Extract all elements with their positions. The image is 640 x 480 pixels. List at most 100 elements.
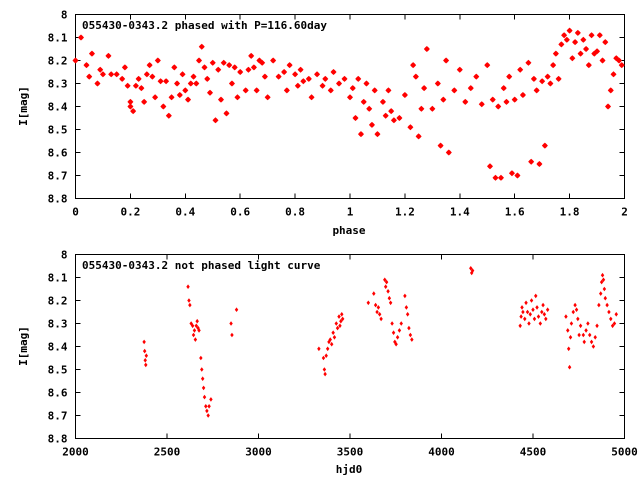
plot-frame xyxy=(75,14,625,199)
data-point xyxy=(355,75,362,82)
data-point xyxy=(142,339,146,345)
data-point xyxy=(519,314,523,319)
data-point xyxy=(132,82,139,89)
data-point xyxy=(524,300,528,306)
data-point xyxy=(108,71,115,78)
y-tick-label: 8.7 xyxy=(48,170,68,183)
y-tick-label: 8.4 xyxy=(48,101,68,114)
data-point xyxy=(456,66,463,73)
data-point xyxy=(492,174,499,181)
data-point xyxy=(395,335,400,340)
data-point xyxy=(327,339,331,345)
data-point xyxy=(377,312,382,317)
data-point xyxy=(248,52,255,59)
data-point xyxy=(536,161,543,167)
data-point xyxy=(176,92,183,98)
data-point xyxy=(199,355,203,361)
data-point xyxy=(130,108,137,115)
chart-title: 055430-0343.2 not phased light curve xyxy=(82,259,321,272)
data-point xyxy=(121,64,128,71)
data-point xyxy=(598,291,603,296)
data-point xyxy=(573,302,577,308)
data-point xyxy=(410,62,417,69)
x-tick-label: 0.6 xyxy=(230,206,250,219)
data-point xyxy=(547,80,554,87)
data-point xyxy=(270,57,277,64)
data-point xyxy=(586,321,590,326)
data-point xyxy=(338,323,342,329)
data-point xyxy=(324,353,328,358)
data-point xyxy=(83,62,90,69)
data-point xyxy=(588,32,595,39)
data-point xyxy=(330,69,337,75)
data-point xyxy=(261,73,268,80)
data-point xyxy=(470,268,475,273)
data-point xyxy=(568,335,573,340)
x-tick-label: 0.4 xyxy=(175,206,195,219)
data-point xyxy=(328,337,332,342)
data-point xyxy=(250,64,257,71)
y-axis-label: I[mag] xyxy=(17,326,30,366)
data-point xyxy=(376,305,381,310)
data-point xyxy=(390,321,394,326)
data-point xyxy=(259,59,266,66)
data-point xyxy=(154,57,161,64)
data-point xyxy=(605,302,609,308)
data-point xyxy=(193,80,200,87)
x-tick-label: 0.2 xyxy=(120,206,140,219)
data-point xyxy=(127,103,134,110)
data-point xyxy=(194,323,199,329)
data-point xyxy=(518,323,522,329)
data-point xyxy=(383,277,387,283)
data-point xyxy=(223,110,230,117)
data-point xyxy=(530,75,537,82)
data-point xyxy=(578,323,583,329)
data-point xyxy=(517,66,524,73)
data-point xyxy=(185,96,192,103)
x-tick-label: 0.8 xyxy=(285,206,305,219)
x-tick-label: 5000 xyxy=(611,446,638,459)
y-tick-label: 8.6 xyxy=(48,387,68,400)
data-point xyxy=(539,78,546,85)
plot-frame xyxy=(75,254,625,439)
data-point xyxy=(588,332,592,338)
data-point xyxy=(603,295,608,301)
data-point xyxy=(582,339,586,345)
data-point xyxy=(275,73,282,80)
data-point xyxy=(506,73,513,80)
data-point xyxy=(202,394,207,400)
data-points xyxy=(142,266,618,418)
data-point xyxy=(294,82,301,89)
data-point xyxy=(152,94,159,101)
data-point xyxy=(141,98,148,105)
data-point xyxy=(605,103,612,110)
data-point xyxy=(195,318,199,324)
data-point xyxy=(569,321,574,326)
x-tick-label: 1.4 xyxy=(450,206,470,219)
data-point xyxy=(577,332,581,338)
y-tick-label: 8.5 xyxy=(48,124,68,137)
data-point xyxy=(540,309,544,315)
data-point xyxy=(340,312,344,317)
data-point xyxy=(497,174,504,181)
data-point xyxy=(561,32,568,39)
data-point xyxy=(595,323,599,329)
data-point xyxy=(576,316,580,322)
data-point xyxy=(614,312,618,317)
data-point xyxy=(391,330,396,335)
y-tick-label: 8.2 xyxy=(48,55,68,68)
data-point xyxy=(525,309,530,315)
data-point xyxy=(434,80,441,87)
data-point xyxy=(383,284,388,289)
data-point xyxy=(379,98,386,105)
x-tick-label: 3500 xyxy=(337,446,364,459)
x-tick-label: 1 xyxy=(347,206,354,219)
data-point xyxy=(607,87,614,94)
data-point xyxy=(533,87,540,94)
data-point xyxy=(529,298,534,303)
data-point xyxy=(341,75,348,82)
data-point xyxy=(386,289,390,294)
data-point xyxy=(610,323,615,329)
data-point xyxy=(94,80,101,87)
